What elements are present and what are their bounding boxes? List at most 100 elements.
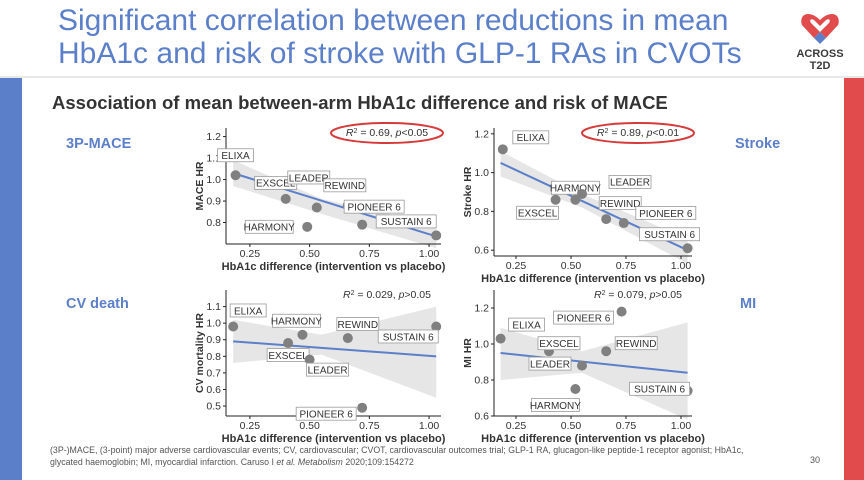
- cv_death-label-elixa: ELIXA: [234, 306, 263, 317]
- mi-point-harmony: [570, 384, 581, 394]
- stroke-ytick-label: 1.2: [474, 128, 489, 140]
- mace-label-pioneer-6: PIONEER 6: [347, 202, 401, 213]
- mace-xtick-label: 0.50: [299, 248, 320, 260]
- cv_death-confidence-band: [233, 306, 437, 398]
- cv_death-xtick-label: 0.50: [299, 420, 320, 432]
- stroke-label-elixa: ELIXA: [517, 133, 546, 144]
- cv_death-ytick-label: 1.1: [206, 301, 221, 313]
- stroke-xtick-label: 1.00: [671, 260, 692, 272]
- cv_death-stat-text: R2 = 0.029, p>0.05: [343, 289, 431, 301]
- cv_death-point-exscel: [283, 338, 294, 349]
- cv_death-x-axis-label: HbA1c difference (intervention vs placeb…: [222, 433, 446, 445]
- cv_death-ytick-label: 0.8: [206, 351, 221, 363]
- stroke-xtick-label: 0.75: [616, 260, 637, 272]
- mace-label-harmony: HARMONY: [244, 223, 295, 234]
- cv_death-ytick-label: 0.9: [206, 334, 221, 346]
- stroke-stat-highlight: [581, 122, 695, 144]
- mi-ytick-label: 1.2: [474, 303, 489, 315]
- logo-text-t2d: T2D: [809, 60, 831, 72]
- mi-ytick-label: 0.6: [474, 411, 489, 423]
- cv_death-ytick-label: 0.5: [206, 401, 221, 413]
- stroke-label-pioneer-6: PIONEER 6: [639, 209, 693, 220]
- cv_death-ytick-label: 1.0: [206, 318, 221, 330]
- stroke-label-box-leader: [608, 175, 652, 189]
- cv_death-point-pioneer-6: [357, 402, 368, 413]
- mi-regression-line: [500, 352, 688, 374]
- stroke-label-rewind: REWIND: [600, 199, 641, 210]
- cv_death-point-elixa: [228, 321, 239, 332]
- mace-point-exscel: [280, 193, 291, 204]
- mi-label-box-exscel: [537, 336, 581, 351]
- panel-label-stroke: Stroke: [735, 136, 781, 152]
- cv_death-label-harmony: HARMONY: [271, 317, 322, 328]
- stroke-label-harmony: HARMONY: [550, 184, 601, 195]
- cv_death-label-box-pioneer-6: [295, 406, 357, 421]
- mace-label-box-elixa: [217, 148, 254, 163]
- mi-ytick-label: 0.8: [474, 375, 489, 387]
- mace-label-box-leader: [287, 170, 331, 185]
- cv_death-point-sustain-6: [431, 321, 442, 332]
- stroke-ytick-label: 1.0: [474, 167, 489, 179]
- cv_death-ytick-label: 0.6: [206, 384, 221, 396]
- title-divider: [0, 76, 864, 78]
- mace-stat-highlight: [330, 122, 444, 144]
- mace-label-exscel: EXSCEL: [256, 179, 296, 190]
- stroke-label-box-pioneer-6: [635, 206, 697, 220]
- stroke-label-leader: LEADER: [610, 178, 650, 189]
- cv_death-label-leader: LEADER: [308, 365, 348, 376]
- page-number: 30: [810, 455, 821, 465]
- mace-point-harmony: [302, 221, 313, 232]
- slide-title: Significant correlation between reductio…: [58, 4, 742, 70]
- stroke-label-box-rewind: [598, 196, 642, 211]
- cv_death-label-box-harmony: [272, 313, 321, 328]
- mace-ytick-label: 1.0: [206, 174, 221, 186]
- footnote-journal: et al. Metabolism: [276, 457, 343, 467]
- footnote-citation: 2020;109:154272: [342, 457, 414, 467]
- stroke-label-box-harmony: [551, 180, 600, 195]
- mace-point-sustain-6: [431, 230, 442, 241]
- mace-xtick-label: 0.75: [359, 248, 380, 260]
- cv_death-point-leader: [304, 354, 315, 365]
- stroke-label-box-sustain-6: [639, 227, 700, 242]
- mace-label-elixa: ELIXA: [221, 151, 250, 162]
- cv_death-xtick-label: 0.75: [359, 420, 380, 432]
- mi-point-elixa: [495, 333, 506, 344]
- stroke-ytick-label: 0.8: [474, 206, 489, 218]
- logo-heart-icon: [801, 14, 839, 44]
- mi-xtick-label: 1.00: [671, 420, 692, 432]
- stroke-ytick-label: 0.6: [474, 245, 489, 257]
- stroke-x-axis-label: HbA1c difference (intervention vs placeb…: [481, 273, 705, 285]
- mi-label-box-leader: [528, 356, 572, 371]
- cv_death-label-exscel: EXSCEL: [268, 351, 308, 362]
- cv_death-label-pioneer-6: PIONEER 6: [299, 410, 353, 421]
- cv_death-y-axis-label: CV mortality HR: [194, 313, 206, 393]
- stroke-label-box-elixa: [512, 130, 550, 145]
- mi-label-box-sustain-6: [629, 381, 690, 396]
- mi-confidence-band: [500, 322, 688, 420]
- mace-stat-text: R2 = 0.69, p<0.05: [346, 127, 428, 139]
- stroke-point-sustain-6: [682, 243, 693, 254]
- cv_death-label-box-sustain-6: [377, 329, 439, 344]
- mi-label-box-rewind: [614, 336, 658, 351]
- stroke-label-exscel: EXSCEL: [518, 209, 558, 220]
- footnote-text: (3P-)MACE, (3-point) major adverse cardi…: [50, 445, 744, 467]
- mi-label-elixa: ELIXA: [512, 320, 541, 331]
- stroke-xtick-label: 0.25: [506, 260, 527, 272]
- mace-xtick-label: 1.00: [419, 248, 440, 260]
- mace-label-box-harmony: [244, 219, 294, 234]
- stroke-point-exscel: [550, 194, 561, 205]
- stroke-label-box-exscel: [516, 205, 559, 220]
- slide-subtitle: Association of mean between-arm HbA1c di…: [52, 92, 668, 113]
- mace-xtick-label: 0.25: [240, 248, 261, 260]
- mi-point-rewind: [601, 346, 612, 357]
- mi-label-box-pioneer-6: [553, 310, 614, 325]
- logo-text-across: ACROSS: [796, 48, 844, 60]
- cv_death-label-box-leader: [306, 362, 350, 377]
- mi-ytick-label: 1.0: [474, 339, 489, 351]
- mi-label-pioneer-6: PIONEER 6: [557, 313, 611, 324]
- mi-x-axis-label: HbA1c difference (intervention vs placeb…: [481, 433, 705, 445]
- mi-stat-text: R2 = 0.079, p>0.05: [594, 289, 682, 301]
- cv_death-label-box-elixa: [229, 303, 267, 318]
- mace-point-leader: [311, 202, 322, 213]
